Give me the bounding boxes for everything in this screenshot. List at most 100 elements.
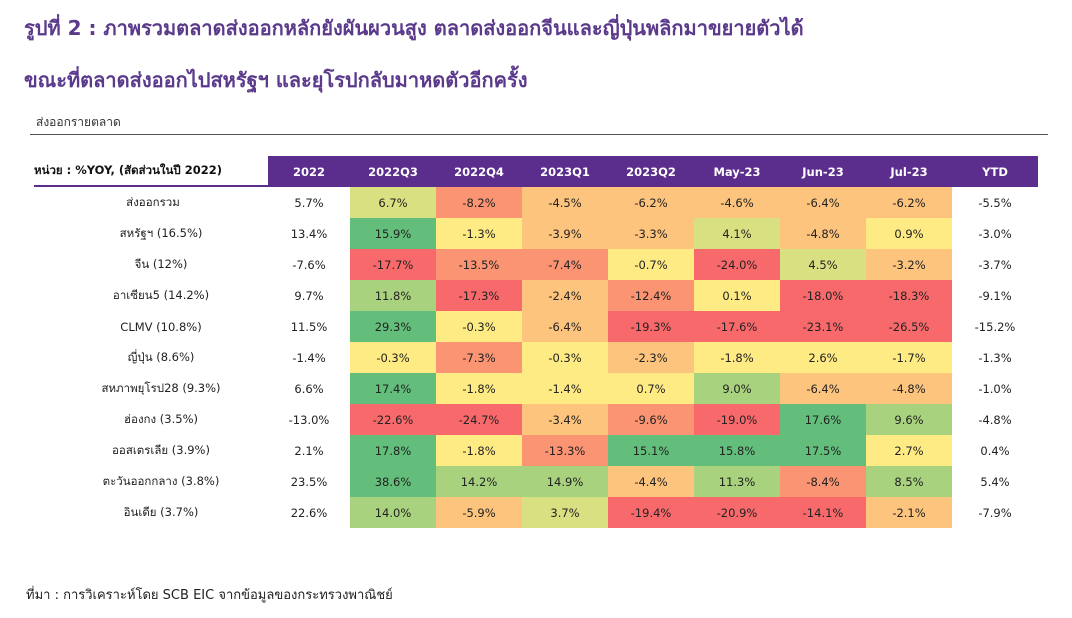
row-label: ฮ่องกง (3.5%): [124, 411, 198, 426]
value-cell: -15.2%: [974, 319, 1016, 334]
column-header: 2022: [268, 156, 350, 187]
heatmap-cell: -8.2%: [436, 187, 522, 218]
heatmap-cell: -13.5%: [436, 249, 522, 280]
table-row: ออสเตรเลีย (3.9%) 2.1% 17.8% -1.8% -13.3% 15.…: [34, 435, 1038, 466]
heatmap-cell: -6.4%: [522, 311, 608, 342]
figure-title-line-1: รูปที่ 2 : ภาพรวมตลาดส่งออกหลักยังผันผวน…: [24, 16, 804, 40]
source-note: ที่มา : การวิเคราะห์โดย SCB EIC จากข้อมู…: [26, 588, 393, 603]
heatmap-cell: -4.8%: [780, 218, 866, 249]
heatmap-cell: -26.5%: [866, 311, 952, 342]
table-subtitle: ส่งออกรายตลาด: [36, 115, 121, 129]
heatmap-cell: -6.2%: [608, 187, 694, 218]
heatmap-cell: 9.0%: [694, 373, 780, 404]
column-header: YTD: [952, 156, 1038, 187]
heatmap-cell: -1.7%: [866, 342, 952, 373]
value-cell: 2.1%: [294, 443, 324, 458]
heatmap-cell: -4.8%: [866, 373, 952, 404]
row-label: CLMV (10.8%): [120, 319, 202, 334]
heatmap-cell: -17.7%: [350, 249, 436, 280]
heatmap-cell: 4.1%: [694, 218, 780, 249]
value-cell: -5.5%: [978, 195, 1012, 210]
heatmap-cell: 11.3%: [694, 466, 780, 497]
column-header: Jun-23: [780, 156, 866, 187]
heatmap-cell: -13.3%: [522, 435, 608, 466]
value-cell: -1.4%: [292, 350, 326, 365]
value-cell: -3.0%: [978, 226, 1012, 241]
row-label: สหภาพยุโรป28 (9.3%): [101, 380, 221, 395]
heatmap-cell: -1.8%: [436, 435, 522, 466]
row-label: อินเดีย (3.7%): [123, 504, 199, 519]
heatmap-cell: 3.7%: [522, 497, 608, 528]
heatmap-cell: 17.8%: [350, 435, 436, 466]
heatmap-cell: 0.9%: [866, 218, 952, 249]
heatmap-cell: 38.6%: [350, 466, 436, 497]
heatmap-cell: 14.2%: [436, 466, 522, 497]
heatmap-cell: 29.3%: [350, 311, 436, 342]
heatmap-cell: -22.6%: [350, 404, 436, 435]
heatmap-cell: -1.8%: [436, 373, 522, 404]
value-cell: -1.0%: [978, 381, 1012, 396]
table-row: ตะวันออกกลาง (3.8%) 23.5% 38.6% 14.2% 14.9% -…: [34, 466, 1038, 497]
column-header: 2023Q2: [608, 156, 694, 187]
heatmap-cell: -0.3%: [350, 342, 436, 373]
value-cell: -7.9%: [978, 505, 1012, 520]
heatmap-cell: -3.4%: [522, 404, 608, 435]
heatmap-cell: -14.1%: [780, 497, 866, 528]
heatmap-cell: -19.0%: [694, 404, 780, 435]
table-row: ส่งออกรวม 5.7% 6.7% -8.2% -4.5% -6.2% -4.6% -6.…: [34, 187, 1038, 218]
column-header: Jul-23: [866, 156, 952, 187]
heatmap-cell: -8.4%: [780, 466, 866, 497]
heatmap-cell: -6.4%: [780, 187, 866, 218]
heatmap-cell: -6.4%: [780, 373, 866, 404]
heatmap-cell: -3.3%: [608, 218, 694, 249]
value-cell: 5.7%: [294, 195, 324, 210]
table-row: CLMV (10.8%) 11.5% 29.3% -0.3% -6.4% -19.3% -1…: [34, 311, 1038, 342]
heatmap-cell: 0.7%: [608, 373, 694, 404]
value-cell: 6.6%: [294, 381, 324, 396]
value-cell: -13.0%: [288, 412, 330, 427]
value-cell: 13.4%: [290, 226, 328, 241]
table-body: ส่งออกรวม 5.7% 6.7% -8.2% -4.5% -6.2% -4.6% -6.…: [34, 187, 1038, 528]
heatmap-cell: -9.6%: [608, 404, 694, 435]
value-cell: 0.4%: [980, 443, 1010, 458]
heatmap-cell: 11.8%: [350, 280, 436, 311]
heatmap-cell: 4.5%: [780, 249, 866, 280]
subtitle-divider: [30, 134, 1048, 135]
table-row: ญี่ปุ่น (8.6%) -1.4% -0.3% -7.3% -0.3% -2.3% -…: [34, 342, 1038, 373]
heatmap-cell: 8.5%: [866, 466, 952, 497]
heatmap-cell: 17.6%: [780, 404, 866, 435]
heatmap-cell: -3.9%: [522, 218, 608, 249]
figure-title-line-2: ขณะที่ตลาดส่งออกไปสหรัฐฯ และยุโรปกลับมาห…: [24, 68, 528, 92]
heatmap-cell: 2.7%: [866, 435, 952, 466]
heatmap-cell: -18.3%: [866, 280, 952, 311]
heatmap-cell: -20.9%: [694, 497, 780, 528]
heatmap-cell: 2.6%: [780, 342, 866, 373]
heatmap-cell: -4.4%: [608, 466, 694, 497]
table-row: ฮ่องกง (3.5%) -13.0% -22.6% -24.7% -3.4% -9.6…: [34, 404, 1038, 435]
table-header-row: หน่วย : %YOY, (สัดส่วนในปี 2022) 2022 20…: [34, 156, 1038, 187]
heatmap-cell: 9.6%: [866, 404, 952, 435]
value-cell: 5.4%: [980, 474, 1010, 489]
heatmap-cell: 15.1%: [608, 435, 694, 466]
row-label: ออสเตรเลีย (3.9%): [112, 442, 210, 457]
table-row: สหรัฐฯ (16.5%) 13.4% 15.9% -1.3% -3.9% -3.3% 4…: [34, 218, 1038, 249]
column-header: May-23: [694, 156, 780, 187]
heatmap-cell: -17.3%: [436, 280, 522, 311]
heatmap-cell: -2.4%: [522, 280, 608, 311]
heatmap-cell: 15.9%: [350, 218, 436, 249]
table-row: จีน (12%) -7.6% -17.7% -13.5% -7.4% -0.7% -24.…: [34, 249, 1038, 280]
heatmap-cell: -12.4%: [608, 280, 694, 311]
heatmap-cell: -23.1%: [780, 311, 866, 342]
heatmap-cell: 14.0%: [350, 497, 436, 528]
row-label: ตะวันออกกลาง (3.8%): [102, 473, 220, 488]
value-cell: 11.5%: [290, 319, 328, 334]
heatmap-cell: -6.2%: [866, 187, 952, 218]
heatmap-cell: -19.3%: [608, 311, 694, 342]
row-label: ส่งออกรวม: [126, 194, 180, 209]
value-cell: -4.8%: [978, 412, 1012, 427]
heatmap-cell: -0.7%: [608, 249, 694, 280]
value-cell: 22.6%: [290, 505, 328, 520]
heatmap-cell: -2.3%: [608, 342, 694, 373]
row-label: สหรัฐฯ (16.5%): [119, 225, 203, 240]
heatmap-cell: -4.5%: [522, 187, 608, 218]
